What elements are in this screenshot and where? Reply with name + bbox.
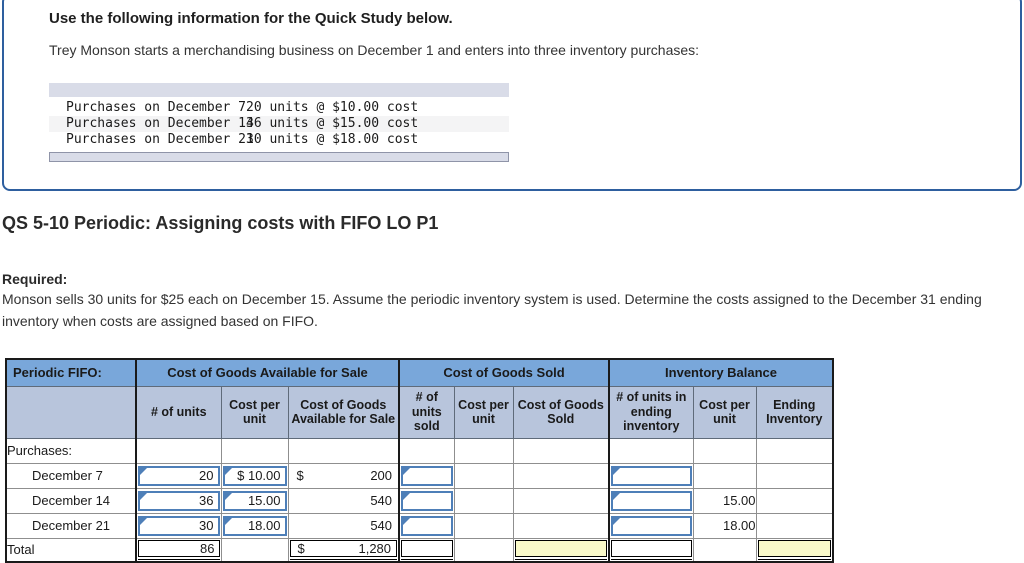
input-flag-icon [613,492,621,500]
ending-cost-per-unit: 15.00 [692,487,757,514]
purchase-detail: 20 units @ $10.00 cost [246,100,419,115]
required-label: Required: [2,271,68,287]
col-header-units-sold: # of units sold [398,385,455,439]
cost-per-unit-input[interactable]: 15.00 [222,490,287,511]
input-flag-icon [613,467,621,475]
col-header-cost-per-unit-ending: Cost per unit [692,385,757,439]
ending-inventory-cell [755,462,834,489]
units-sold-input[interactable] [401,465,453,486]
purchase-detail: 30 units @ $18.00 cost [246,132,419,147]
section-row: Purchases: [5,437,834,464]
input-flag-icon [224,517,232,525]
total-ending-inventory-highlight-cell [755,537,834,563]
total-units-ending-cell [608,537,694,563]
purchase-line: Purchases on December 21 30 units @ $18.… [49,132,509,148]
required-text: Monson sells 30 units for $25 each on De… [2,291,982,329]
units-input[interactable]: 20 [138,465,220,486]
cost-per-unit-sold-cell [453,512,514,539]
ending-cost-per-unit [692,462,757,489]
purchase-detail: 36 units @ $15.00 cost [246,116,419,131]
row-label: December 7 [5,462,137,489]
units-sold-input[interactable] [401,515,453,536]
currency-symbol: $ [296,468,304,483]
total-cgas-cell: $1,280 [287,537,400,563]
input-flag-icon [613,517,621,525]
column-header-row: # of units Cost per unit Cost of Goods A… [5,385,834,439]
input-flag-icon [140,467,147,475]
purchase-label: Purchases on December 14 [66,116,254,131]
input-flag-icon [403,467,411,475]
input-flag-icon [403,517,411,525]
table-row-december-14: December 14 36 15.00 540 15.00 [5,487,834,514]
row-label: December 21 [5,512,137,539]
ending-cost-per-unit: 18.00 [692,512,757,539]
total-cogs-highlight-cell [512,537,610,563]
col-header-cgas: Cost of Goods Available for Sale [287,385,400,439]
ending-inventory-cell [755,487,834,514]
fifo-worksheet: Periodic FIFO: Cost of Goods Available f… [5,358,835,563]
input-flag-icon [224,492,232,500]
question-heading: QS 5-10 Periodic: Assigning costs with F… [2,213,439,233]
cgas-value-cell: $200 [287,462,400,489]
purchases-listing: Purchases on December 7 20 units @ $10.0… [49,83,509,162]
total-units-cell: 86 [135,537,222,563]
units-ending-input[interactable] [611,515,692,536]
group-header-inventory-balance: Inventory Balance [608,358,834,387]
units-input[interactable]: 30 [138,515,220,536]
group-header-goods-available: Cost of Goods Available for Sale [134,358,400,387]
units-sold-input[interactable] [401,490,453,511]
input-flag-icon [224,467,232,475]
cgas-value-cell: 540 [287,512,400,539]
ending-inventory-cell [755,512,834,539]
purchase-line: Purchases on December 14 36 units @ $15.… [49,116,509,132]
col-header-ending-inventory: Ending Inventory [755,385,834,439]
purchases-listing-footer-bar [49,152,509,162]
section-label: Purchases: [5,437,137,464]
purchases-listing-header-bar [49,83,509,97]
purchase-label: Purchases on December 21 [66,132,254,147]
worksheet-title: Periodic FIFO: [5,358,137,387]
info-title: Use the following information for the Qu… [49,10,453,27]
info-intro: Trey Monson starts a merchandising busin… [49,42,700,58]
col-header-cogs: Cost of Goods Sold [512,385,610,439]
cogs-cell [512,512,610,539]
cogs-cell [512,462,610,489]
total-label: Total [5,537,137,563]
purchase-label: Purchases on December 7 [66,100,247,115]
units-ending-input[interactable] [611,465,692,486]
input-flag-icon [140,517,147,525]
units-ending-input[interactable] [611,490,692,511]
table-row-december-7: December 7 20 $ 10.00 $200 [5,462,834,489]
total-units-sold-cell [398,537,455,563]
cost-per-unit-input[interactable]: 18.00 [222,515,287,536]
units-input[interactable]: 36 [138,490,220,511]
cost-per-unit-input[interactable]: $ 10.00 [222,465,287,486]
currency-symbol: $ [297,541,305,557]
col-header-units: # of units [135,385,222,439]
input-flag-icon [140,492,147,500]
col-header-units-ending: # of units in ending inventory [608,385,694,439]
group-header-goods-sold: Cost of Goods Sold [398,358,610,387]
cogs-cell [512,487,610,514]
total-row: Total 86 $1,280 [5,537,834,563]
cost-per-unit-sold-cell [453,487,514,514]
table-row-december-21: December 21 30 18.00 540 18.00 [5,512,834,539]
col-header-cost-per-unit: Cost per unit [220,385,289,439]
input-flag-icon [403,492,411,500]
corner-blank [5,385,137,439]
info-panel: Use the following information for the Qu… [2,0,1022,191]
col-header-cost-per-unit-sold: Cost per unit [453,385,514,439]
purchase-line: Purchases on December 7 20 units @ $10.0… [49,100,509,116]
row-label: December 14 [5,487,137,514]
group-header-row: Periodic FIFO: Cost of Goods Available f… [5,358,834,387]
cost-per-unit-sold-cell [453,462,514,489]
cgas-value-cell: 540 [287,487,400,514]
